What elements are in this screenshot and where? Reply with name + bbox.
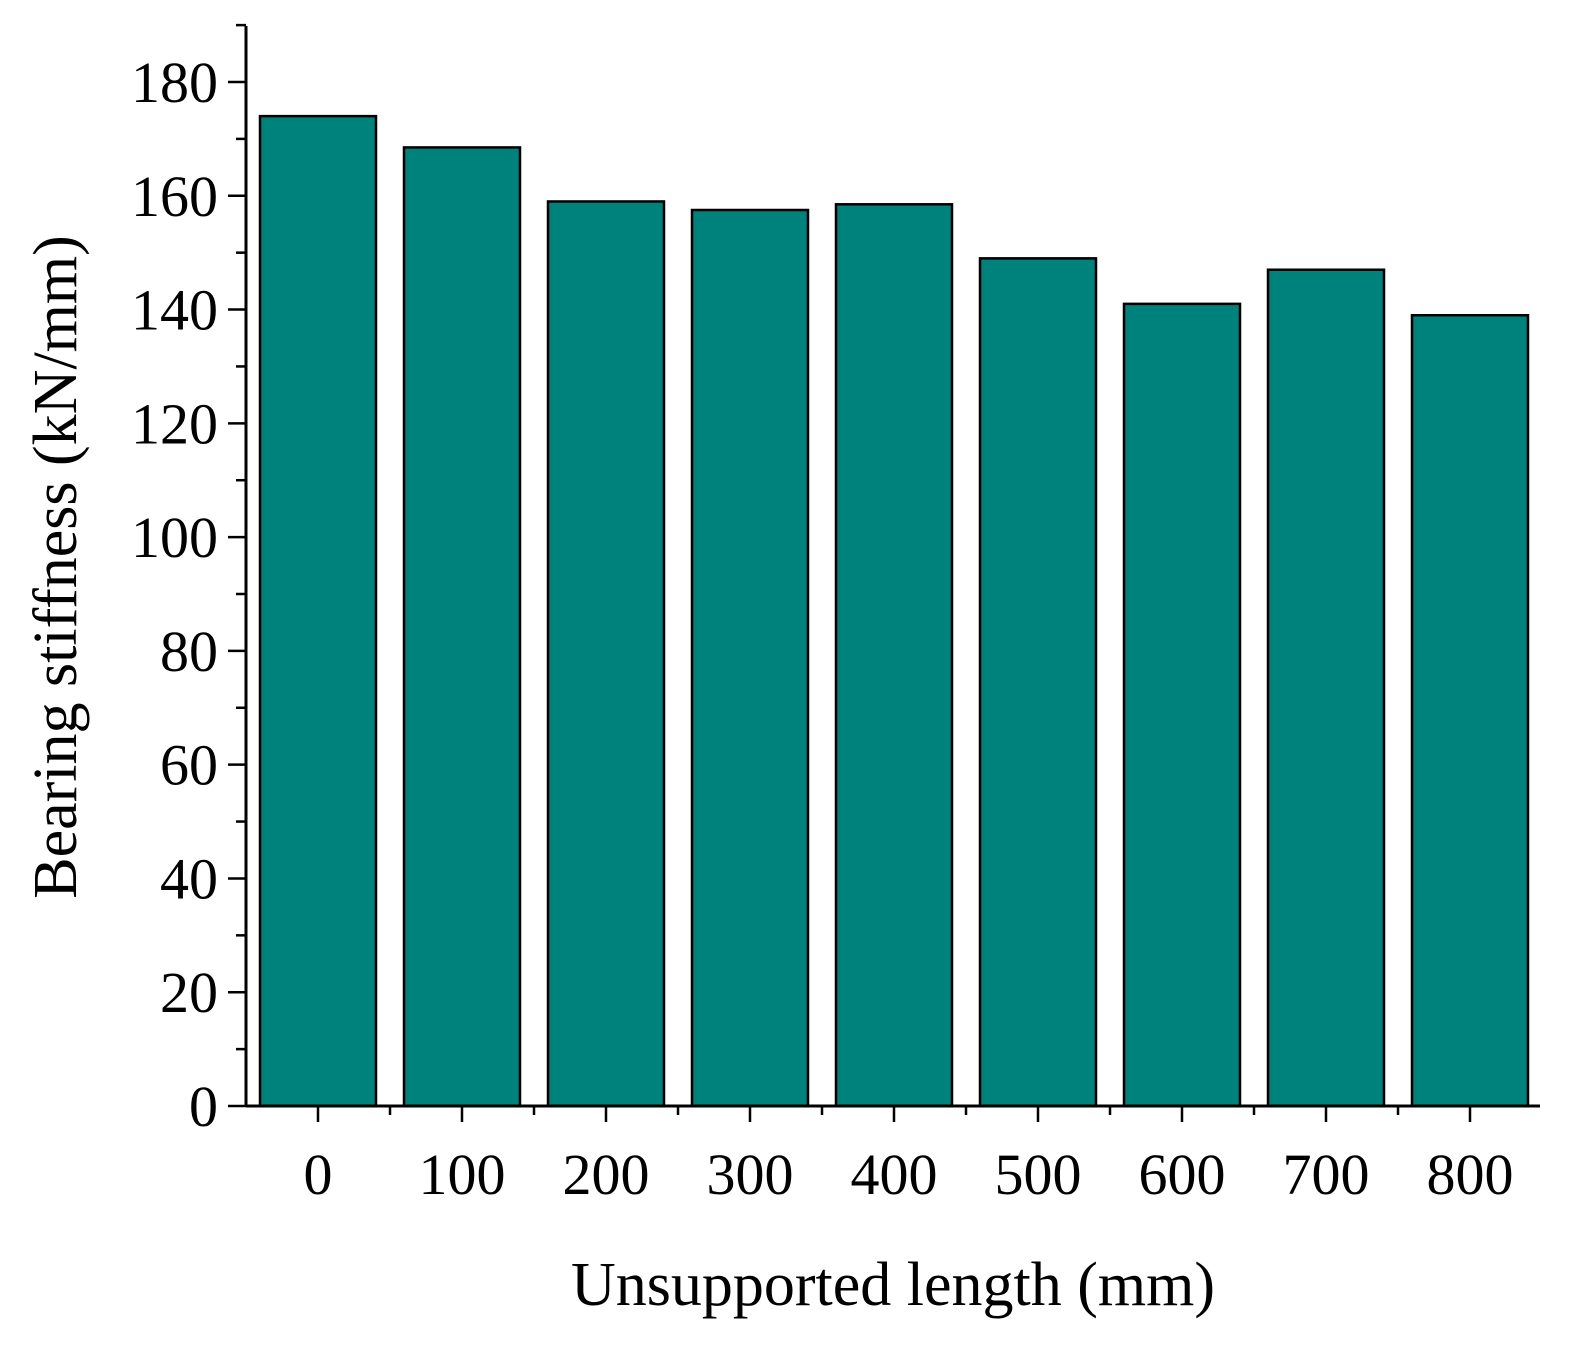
y-tick-label-100: 100 bbox=[131, 505, 218, 570]
y-tick-label-20: 20 bbox=[160, 960, 218, 1025]
bar-300 bbox=[690, 208, 810, 1108]
x-tick-label-700: 700 bbox=[1283, 1142, 1370, 1207]
x-tick-label-200: 200 bbox=[563, 1142, 650, 1207]
bar-600 bbox=[1122, 302, 1242, 1108]
y-tick-label-80: 80 bbox=[160, 619, 218, 684]
x-tick-label-300: 300 bbox=[707, 1142, 794, 1207]
x-axis-title: Unsupported length (mm) bbox=[571, 1251, 1215, 1319]
bar-0 bbox=[258, 114, 378, 1108]
x-tick-label-0: 0 bbox=[304, 1142, 333, 1207]
bar-700 bbox=[1266, 268, 1386, 1108]
axes-layer bbox=[228, 23, 1540, 1122]
y-tick-label-160: 160 bbox=[131, 164, 218, 229]
y-tick-label-60: 60 bbox=[160, 733, 218, 798]
bars-layer bbox=[258, 114, 1530, 1108]
y-axis-title: Bearing stiffness (kN/mm) bbox=[22, 235, 90, 899]
bar-100 bbox=[402, 146, 522, 1108]
y-tick-label-180: 180 bbox=[131, 50, 218, 115]
bar-500 bbox=[978, 257, 1098, 1108]
x-tick-label-100: 100 bbox=[419, 1142, 506, 1207]
y-tick-label-0: 0 bbox=[189, 1074, 218, 1139]
y-tick-label-40: 40 bbox=[160, 846, 218, 911]
x-tick-label-600: 600 bbox=[1139, 1142, 1226, 1207]
x-tick-label-400: 400 bbox=[851, 1142, 938, 1207]
x-tick-label-500: 500 bbox=[995, 1142, 1082, 1207]
bar-400 bbox=[834, 203, 954, 1108]
x-tick-label-800: 800 bbox=[1427, 1142, 1514, 1207]
labels-layer: 0 20 40 60 80 100 120 140 160 180 0 100 200 300 400 500… bbox=[131, 50, 1514, 1207]
y-tick-label-120: 120 bbox=[131, 391, 218, 456]
bar-200 bbox=[546, 200, 666, 1108]
bar-800 bbox=[1410, 313, 1530, 1108]
y-tick-label-140: 140 bbox=[131, 278, 218, 343]
